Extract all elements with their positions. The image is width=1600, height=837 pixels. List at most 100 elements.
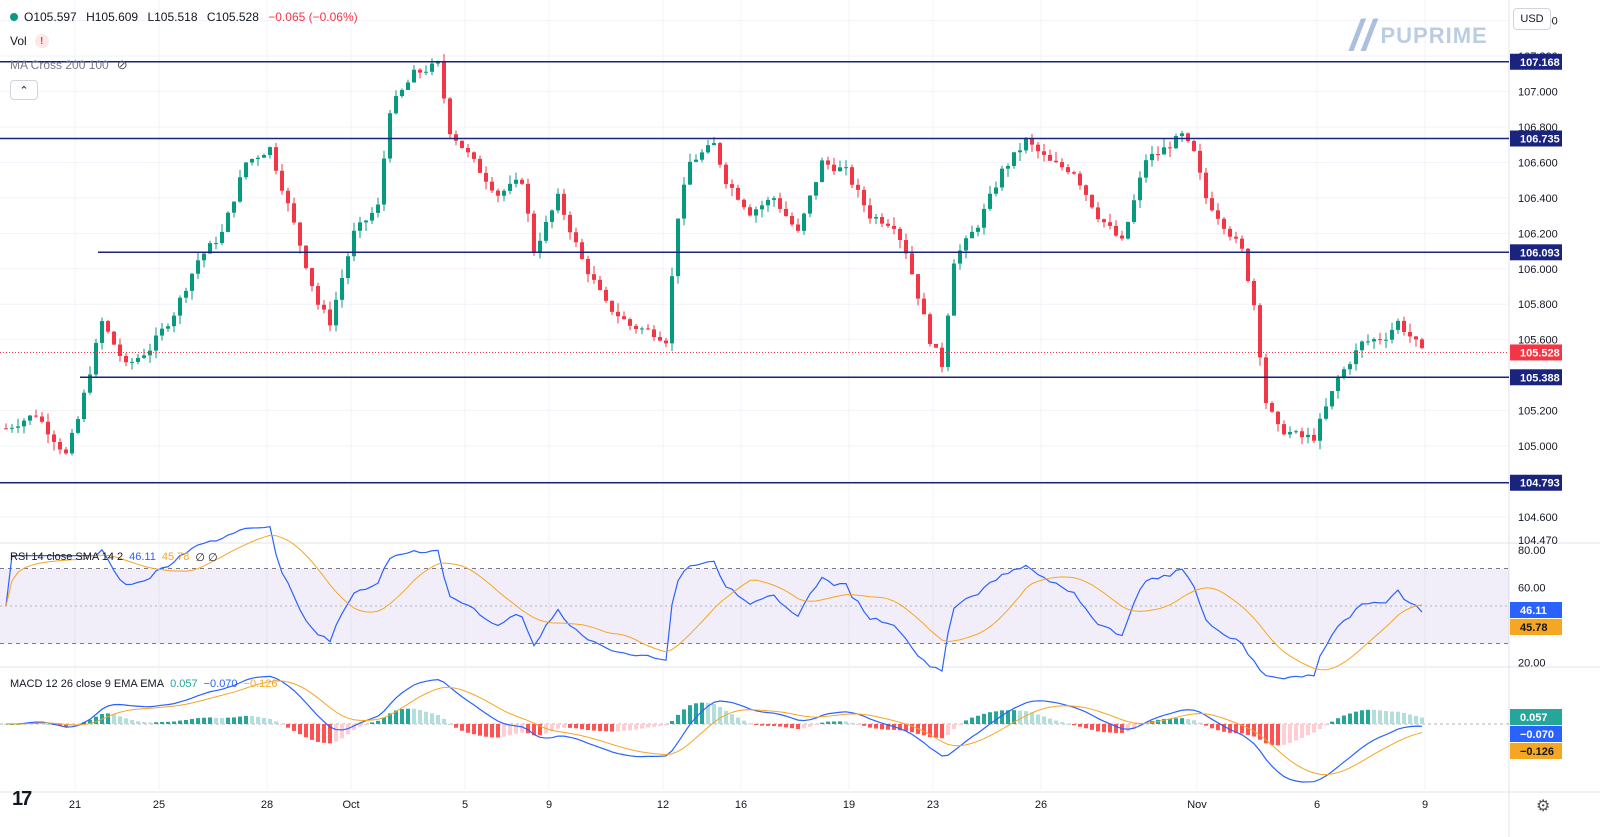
macd-histogram-bar — [496, 724, 500, 738]
warning-icon[interactable]: ! — [34, 34, 49, 48]
candle-body — [346, 256, 350, 279]
candle-body — [400, 89, 404, 97]
macd-histogram-bar — [898, 724, 902, 731]
candle-body — [904, 240, 908, 254]
rsi-legend[interactable]: RSI 14 close SMA 14 2 46.11 45.78 ∅ ∅ — [10, 551, 218, 564]
macd-histogram-bar — [208, 717, 212, 724]
candle-body — [382, 158, 386, 205]
candle-body — [664, 340, 668, 344]
macd-histogram-bar — [196, 718, 200, 724]
candle-body — [814, 182, 818, 196]
macd-histogram-bar — [142, 722, 146, 724]
macd-histogram-bar — [412, 708, 416, 724]
tradingview-logo[interactable]: 17 — [12, 788, 32, 810]
macd-histogram-bar — [112, 714, 116, 724]
candle-body — [1222, 218, 1226, 229]
macd-histogram-bar — [520, 724, 524, 733]
macd-histogram-bar — [502, 724, 506, 737]
macd-histogram-bar — [478, 724, 482, 736]
candle-body — [214, 243, 218, 245]
price-tick-label: 105.000 — [1518, 441, 1558, 453]
macd-histogram-bar — [250, 716, 254, 724]
candle-body — [88, 374, 92, 393]
candle-body — [136, 357, 140, 362]
macd-histogram-bar — [1402, 712, 1406, 724]
macd-histogram-bar — [58, 724, 62, 726]
candle-body — [592, 274, 596, 280]
macd-histogram-bar — [118, 716, 122, 724]
macd-histogram-bar — [1258, 724, 1262, 740]
rsi-tick-label: 20.00 — [1518, 657, 1546, 669]
candle-body — [1090, 194, 1094, 208]
macd-histogram-bar — [1246, 724, 1250, 735]
last-price-label: 105.528 — [1520, 347, 1560, 359]
rsi-legend-label: RSI 14 close SMA 14 2 — [10, 551, 124, 563]
macd-histogram-bar — [1264, 724, 1268, 744]
candle-body — [1264, 357, 1268, 404]
candle-body — [1180, 133, 1184, 136]
hidden-eye-icon[interactable]: ⊘ — [116, 57, 128, 72]
candle-body — [910, 253, 914, 275]
candle-body — [850, 167, 854, 185]
candle-body — [1204, 172, 1208, 199]
macd-histogram-bar — [1384, 711, 1388, 724]
macd-histogram-bar — [676, 714, 680, 724]
macd-histogram-bar — [508, 724, 512, 736]
macd-histogram-bar — [1222, 724, 1226, 732]
candle-body — [208, 243, 212, 254]
macd-histogram-bar — [778, 724, 782, 727]
candle-body — [1414, 336, 1418, 340]
macd-histogram-bar — [328, 724, 332, 744]
macd-histogram-bar — [1198, 722, 1202, 724]
macd-histogram-bar — [796, 724, 800, 730]
candle-body — [856, 184, 860, 190]
macd-histogram-bar — [694, 703, 698, 724]
x-tick-label: 6 — [1314, 799, 1320, 811]
candle-body — [490, 181, 494, 191]
candle-body — [10, 427, 14, 429]
candle-body — [1372, 339, 1376, 342]
candle-body — [1144, 160, 1148, 178]
candle-body — [724, 164, 728, 185]
candle-body — [1198, 150, 1202, 173]
x-tick-label: 9 — [546, 799, 552, 811]
macd-histogram-bar — [358, 724, 362, 727]
candle-body — [496, 190, 500, 196]
ma-indicator-row[interactable]: MA Cross 200 100 ⊘ — [10, 57, 128, 73]
candle-body — [898, 228, 902, 241]
candle-body — [1096, 207, 1100, 220]
macd-value-label: −0.126 — [1520, 746, 1554, 758]
candle-body — [1084, 185, 1088, 195]
settings-gear-icon[interactable]: ⚙ — [1536, 798, 1551, 815]
rsi-value-tag — [1510, 602, 1562, 618]
candle-body — [1336, 377, 1340, 392]
macd-histogram-bar — [946, 724, 950, 735]
price-tick-label: 106.200 — [1518, 228, 1558, 240]
macd-value-tag — [1510, 709, 1562, 725]
macd-histogram-bar — [148, 722, 152, 724]
currency-button[interactable]: USD — [1513, 8, 1551, 30]
macd-histogram-bar — [646, 724, 650, 728]
candle-body — [688, 161, 692, 185]
vol-indicator-row[interactable]: Vol ! — [10, 34, 49, 48]
macd-histogram-bar — [430, 713, 434, 724]
candle-body — [1048, 154, 1052, 161]
candle-body — [514, 179, 518, 184]
macd-histogram-bar — [586, 724, 590, 731]
level-price-tag — [1510, 130, 1562, 147]
rsi-sma-value-label: 45.78 — [1520, 622, 1548, 634]
broker-logo: // PUPRIME — [1350, 14, 1488, 58]
candle-body — [1288, 432, 1292, 435]
macd-legend-value: −0.070 — [203, 678, 238, 690]
x-tick-label: 23 — [927, 799, 939, 811]
candle-body — [1234, 236, 1238, 239]
candle-body — [790, 215, 794, 225]
macd-histogram-bar — [1180, 718, 1184, 724]
collapse-legend-button[interactable]: ⌃ — [10, 80, 38, 100]
candle-body — [1150, 154, 1154, 161]
macd-histogram-bar — [580, 724, 584, 730]
candle-body — [652, 329, 656, 338]
macd-legend[interactable]: MACD 12 26 close 9 EMA EMA 0.057 −0.070 … — [10, 678, 278, 690]
macd-histogram-bar — [1210, 724, 1214, 729]
